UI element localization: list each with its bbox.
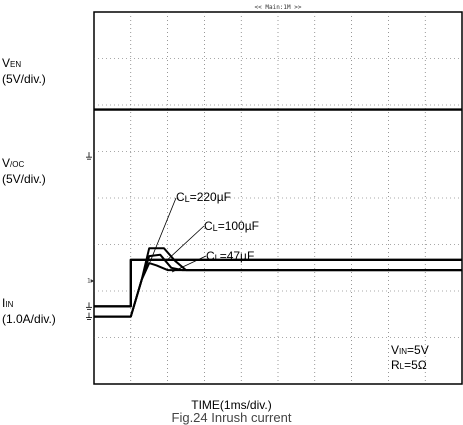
channel-marker: 1▶ xyxy=(87,277,95,284)
grid xyxy=(94,12,462,384)
condition-rl: RL=5Ω xyxy=(391,358,427,372)
label-pointers xyxy=(149,197,207,273)
channel-label-iin: IIN (1.0A/div.) xyxy=(2,296,56,326)
x-axis-label: TIME(1ms/div.) xyxy=(191,398,272,412)
trace-series-3 xyxy=(94,262,462,318)
channel-label-ven: VEN (5V/div.) xyxy=(2,56,46,86)
condition-vin: VIN=5V xyxy=(391,343,429,357)
screen-header: << Main:1M >> xyxy=(255,4,302,11)
series-label-220uF: CL=220µF xyxy=(176,190,231,204)
ground-marker xyxy=(86,302,92,310)
traces xyxy=(94,108,462,318)
ground-marker xyxy=(86,152,92,160)
ground-markers: 1▶ xyxy=(86,152,95,320)
channel-label-voc: V/OC (5V/div.) xyxy=(2,156,46,186)
figure-caption: Fig.24 Inrush current xyxy=(171,410,292,425)
trace-channel-1 xyxy=(94,258,462,308)
series-label-47uF: CL=47µF xyxy=(206,249,254,263)
ground-marker xyxy=(86,312,92,320)
series-label-100uF: CL=100µF xyxy=(204,219,259,233)
